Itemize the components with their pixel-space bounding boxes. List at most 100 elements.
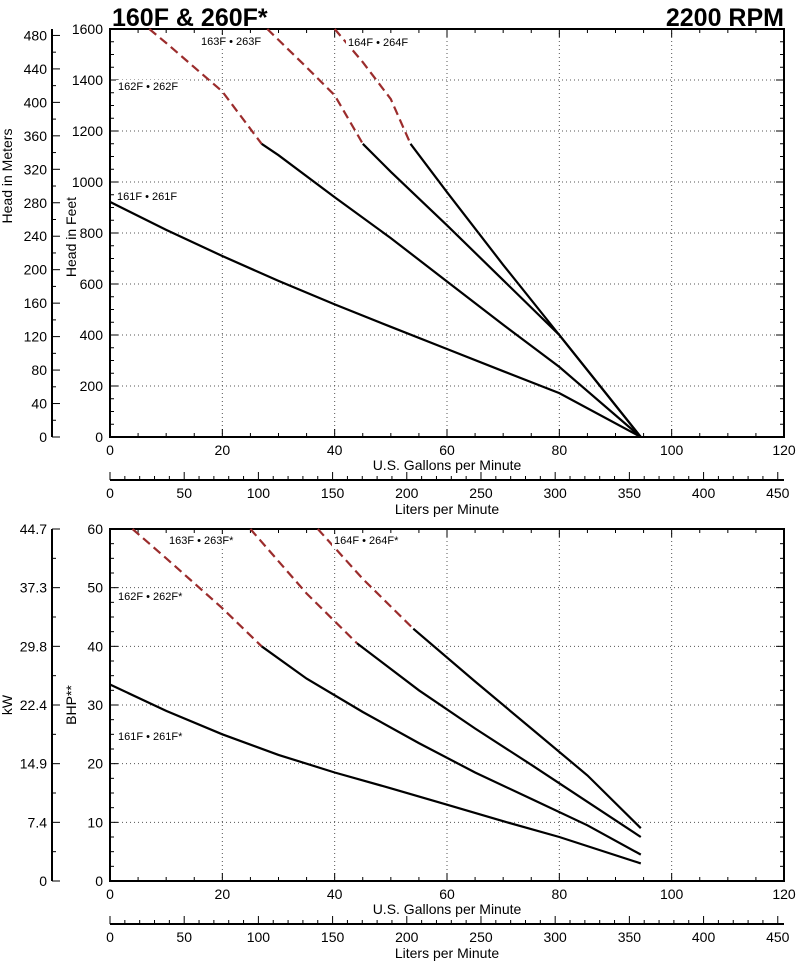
curve-label-1: 161F • 261F [117,191,177,203]
y2-axis-title: kW [0,694,15,715]
y2-tick-label: 200 [24,262,48,278]
curve-label-bg [332,534,411,547]
y2-tick-label: 320 [24,161,48,177]
y2-tick-label: 400 [24,94,48,110]
x-tick-label: 20 [215,442,231,458]
y2-tick-label: 14.9 [20,756,47,772]
x-tick-label: 60 [439,886,455,902]
y-tick-label: 200 [80,378,104,394]
y-tick-label: 40 [87,638,103,654]
curve-label-bg [115,190,188,203]
y2-tick-label: 80 [31,362,47,378]
y-tick-label: 1200 [72,123,103,139]
curve-solid-1 [109,683,642,865]
x-tick-label: 60 [439,442,455,458]
bhp-panel: 0 20 40 60 80 100 120 U.S. Gallons per Minute 0 1… [0,521,796,961]
curve-solid-3 [356,642,642,838]
chart-title: 160F & 260F* [112,4,268,32]
y-tick-label: 30 [87,697,103,713]
y-tick-label: 1600 [72,21,103,37]
x2-tick-label: 200 [395,485,419,501]
x2-tick-label: 100 [247,485,271,501]
curve-label-3: 163F • 263F* [169,535,234,547]
rpm-label: 2200 RPM [666,4,784,32]
y-tick-label: 1400 [72,72,103,88]
x2-tick-label: 450 [766,929,790,945]
y2-axis-title: Head in Meters [0,129,15,224]
curve-dashed-3 [266,28,364,145]
curve-solid-4 [409,143,642,438]
x-tick-label: 100 [660,886,684,902]
curve-solid-4 [412,627,642,829]
x2-tick-label: 350 [618,485,642,501]
x2-tick-label: 50 [176,929,192,945]
x2-axis-title: Liters per Minute [395,501,499,517]
y-tick-label: 0 [95,873,103,889]
x-tick-label: 100 [660,442,684,458]
x2-tick-label: 250 [469,485,493,501]
y-tick-label: 60 [87,521,103,537]
y2-tick-label: 0 [39,429,47,445]
curve-dashed-2 [148,28,263,145]
y-tick-label: 20 [87,756,103,772]
y2-tick-label: 240 [24,228,48,244]
x-tick-label: 0 [106,442,114,458]
x2-axis-title: Liters per Minute [395,945,499,961]
x2-tick-label: 400 [692,485,716,501]
y2-tick-label: 480 [24,27,48,43]
y2-tick-label: 40 [31,396,47,412]
curve-solid-2 [260,142,642,438]
curve-label-2: 162F • 262F [118,81,178,93]
y-tick-label: 0 [95,429,103,445]
curve-label-bg [116,80,189,93]
x-tick-label: 40 [327,442,343,458]
x2-tick-label: 450 [766,485,790,501]
x-tick-label: 20 [215,886,231,902]
curve-label-bg [346,36,419,49]
head-panel: 0 20 40 60 80 100 120 U.S. Gallons per Minute 0 2… [0,21,796,517]
curve-dashed-3 [249,528,358,645]
y2-tick-label: 0 [39,873,47,889]
x2-tick-label: 300 [543,929,567,945]
y2-tick-label: 37.3 [20,580,47,596]
y2-tick-label: 44.7 [20,521,47,537]
x-tick-label: 80 [552,886,568,902]
x2-tick-label: 50 [176,485,192,501]
x-tick-label: 120 [772,442,796,458]
x2-tick-label: 0 [106,485,114,501]
x2-tick-label: 250 [469,929,493,945]
y-tick-label: 600 [80,276,104,292]
y2-tick-label: 360 [24,128,48,144]
y-tick-label: 400 [80,327,104,343]
x2-tick-label: 200 [395,929,419,945]
curve-solid-3 [362,143,642,438]
curve-dashed-2 [131,528,263,648]
x2-tick-label: 100 [247,929,271,945]
curve-solid-1 [109,200,642,438]
curve-label-4: 164F • 264F [348,37,408,49]
curve-label-3: 163F • 263F [201,36,261,48]
curve-label-2: 162F • 262F* [118,591,183,603]
x2-tick-label: 150 [321,485,345,501]
x-axis-title: U.S. Gallons per Minute [373,901,522,917]
y-tick-label: 50 [87,580,103,596]
y2-tick-label: 120 [24,329,48,345]
curve-label-1: 161F • 261F* [118,731,183,743]
y-tick-label: 800 [80,225,104,241]
y2-tick-label: 440 [24,61,48,77]
y2-tick-label: 29.8 [20,638,47,654]
x-tick-label: 80 [552,442,568,458]
y2-tick-label: 7.4 [28,814,48,830]
curve-label-bg [116,730,195,743]
y2-tick-label: 22.4 [20,697,47,713]
x-axis-title: U.S. Gallons per Minute [373,457,522,473]
x-tick-label: 40 [327,886,343,902]
x-tick-label: 120 [772,886,796,902]
curve-label-bg [116,590,195,603]
x2-tick-label: 400 [692,929,716,945]
x2-tick-label: 0 [106,929,114,945]
curve-label-bg [199,35,272,48]
y2-tick-label: 160 [24,295,48,311]
curve-label-bg [167,534,246,547]
